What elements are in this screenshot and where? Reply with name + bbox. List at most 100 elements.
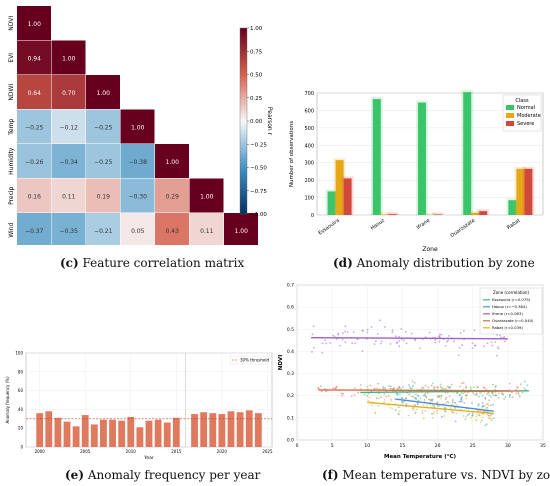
y-tick-label: 600 <box>304 108 314 114</box>
cell-value: 1.00 <box>62 55 76 62</box>
legend-label: Haouz (r=−0.384) <box>492 304 527 309</box>
heatmap-cell <box>17 40 51 75</box>
scatter-point <box>426 392 429 394</box>
x-tick-label: 15 <box>400 443 406 449</box>
scatter-point <box>412 384 414 387</box>
heatmap-cell <box>17 75 51 109</box>
scatter-point <box>324 387 327 390</box>
scatter-point <box>376 387 379 390</box>
temperature-ndvi-scatter: 0.0 0.1 0.2 0.3 0.4 0.5 0.6 0.7 0 5 10 15 20 25 30 35 Zo… <box>278 283 546 461</box>
x-tick-label: Essaouira <box>318 218 341 237</box>
cell-value: 1.00 <box>235 228 249 235</box>
scatter-point <box>515 386 518 388</box>
scatter-point <box>312 325 315 328</box>
scatter-point <box>462 381 465 384</box>
scatter-point <box>482 386 485 389</box>
caption-c: (c) Feature correlation matrix <box>60 256 244 270</box>
legend-label: Normal <box>517 105 535 111</box>
legend-label: Rabat (r=0.039) <box>492 325 523 330</box>
scatter-point <box>398 413 400 416</box>
scatter-point <box>436 412 439 415</box>
scatter-point <box>417 399 420 402</box>
bar <box>418 102 426 215</box>
scatter-point <box>412 395 414 398</box>
scatter-point <box>398 387 401 389</box>
colorbar-tick-label: 1.00 <box>250 26 263 32</box>
scatter-point <box>464 418 467 421</box>
heatmap-cell <box>224 213 258 247</box>
cell-value: −0.12 <box>60 124 79 131</box>
bar <box>54 417 62 447</box>
fit-line <box>318 389 522 392</box>
panel-anomaly-frequency: 0 20 40 60 80 100 2000 2005 2010 2015 2020 2025 30% … <box>0 345 275 463</box>
y-tick-label: 100 <box>15 351 23 356</box>
scatter-point <box>335 385 338 388</box>
scatter-point <box>474 393 477 396</box>
scatter-point <box>417 403 419 405</box>
scatter-point <box>341 394 343 397</box>
scatter-point <box>344 325 347 328</box>
y-tick-label: 40 <box>18 407 24 412</box>
scatter-point <box>475 418 477 421</box>
bar <box>335 160 344 215</box>
scatter-point <box>448 395 451 398</box>
scatter-point <box>375 397 378 400</box>
row-label: Precip <box>8 186 15 205</box>
scatter-point <box>434 341 437 344</box>
scatter-point <box>466 414 469 417</box>
scatter-point <box>497 396 500 399</box>
x-tick-label: 35 <box>540 443 546 449</box>
legend-box <box>229 355 269 365</box>
scatter-point <box>415 397 417 399</box>
bar <box>236 412 244 447</box>
scatter-point <box>344 330 347 333</box>
scatter-point <box>424 384 427 387</box>
scatter-point <box>443 414 446 417</box>
y-tick-label: 60 <box>18 388 24 393</box>
row-label: NDWI <box>8 84 15 101</box>
scatter-point <box>366 328 369 331</box>
scatter-point <box>469 386 472 389</box>
scatter-point <box>346 331 349 333</box>
cell-value: −0.34 <box>60 159 79 166</box>
scatter-point <box>440 333 443 336</box>
scatter-point <box>401 402 404 404</box>
scatter-point <box>487 414 490 417</box>
scatter-point <box>484 396 487 399</box>
caption-e-text: Anomaly frequency per year <box>87 468 261 482</box>
scatter-point <box>438 333 441 336</box>
scatter-point <box>400 328 403 330</box>
heatmap-cell <box>17 213 51 247</box>
y-tick-label: 0 <box>311 213 314 219</box>
scatter-point <box>438 340 441 343</box>
cell-value: 1.00 <box>166 159 180 166</box>
bar <box>200 412 208 447</box>
scatter-point <box>483 345 485 347</box>
scatter-point <box>340 392 343 395</box>
scatter-point <box>424 393 427 395</box>
scatter-point <box>436 395 439 397</box>
cell-value: −0.25 <box>25 124 44 131</box>
scatter-point <box>422 387 425 390</box>
bar <box>388 214 397 215</box>
scatter-point <box>440 388 443 390</box>
scatter-point <box>451 401 454 403</box>
bar <box>245 410 253 447</box>
scatter-point <box>468 412 471 415</box>
scatter-point <box>465 397 467 400</box>
scatter-point <box>374 340 377 343</box>
heatmap-cell <box>17 178 51 213</box>
caption-c-text: Feature correlation matrix <box>82 256 245 270</box>
scatter-point <box>484 404 487 407</box>
scatter-point <box>370 325 373 328</box>
heatmap-cell <box>17 6 51 40</box>
fit-line <box>395 398 494 412</box>
scatter-point <box>458 346 461 349</box>
scatter-point <box>495 394 497 397</box>
scatter-point <box>373 343 376 346</box>
y-tick-label: 0.3 <box>287 371 294 377</box>
scatter-point <box>494 386 497 388</box>
scatter-point <box>497 392 500 395</box>
scatter-point <box>389 406 392 409</box>
scatter-point <box>487 391 490 394</box>
